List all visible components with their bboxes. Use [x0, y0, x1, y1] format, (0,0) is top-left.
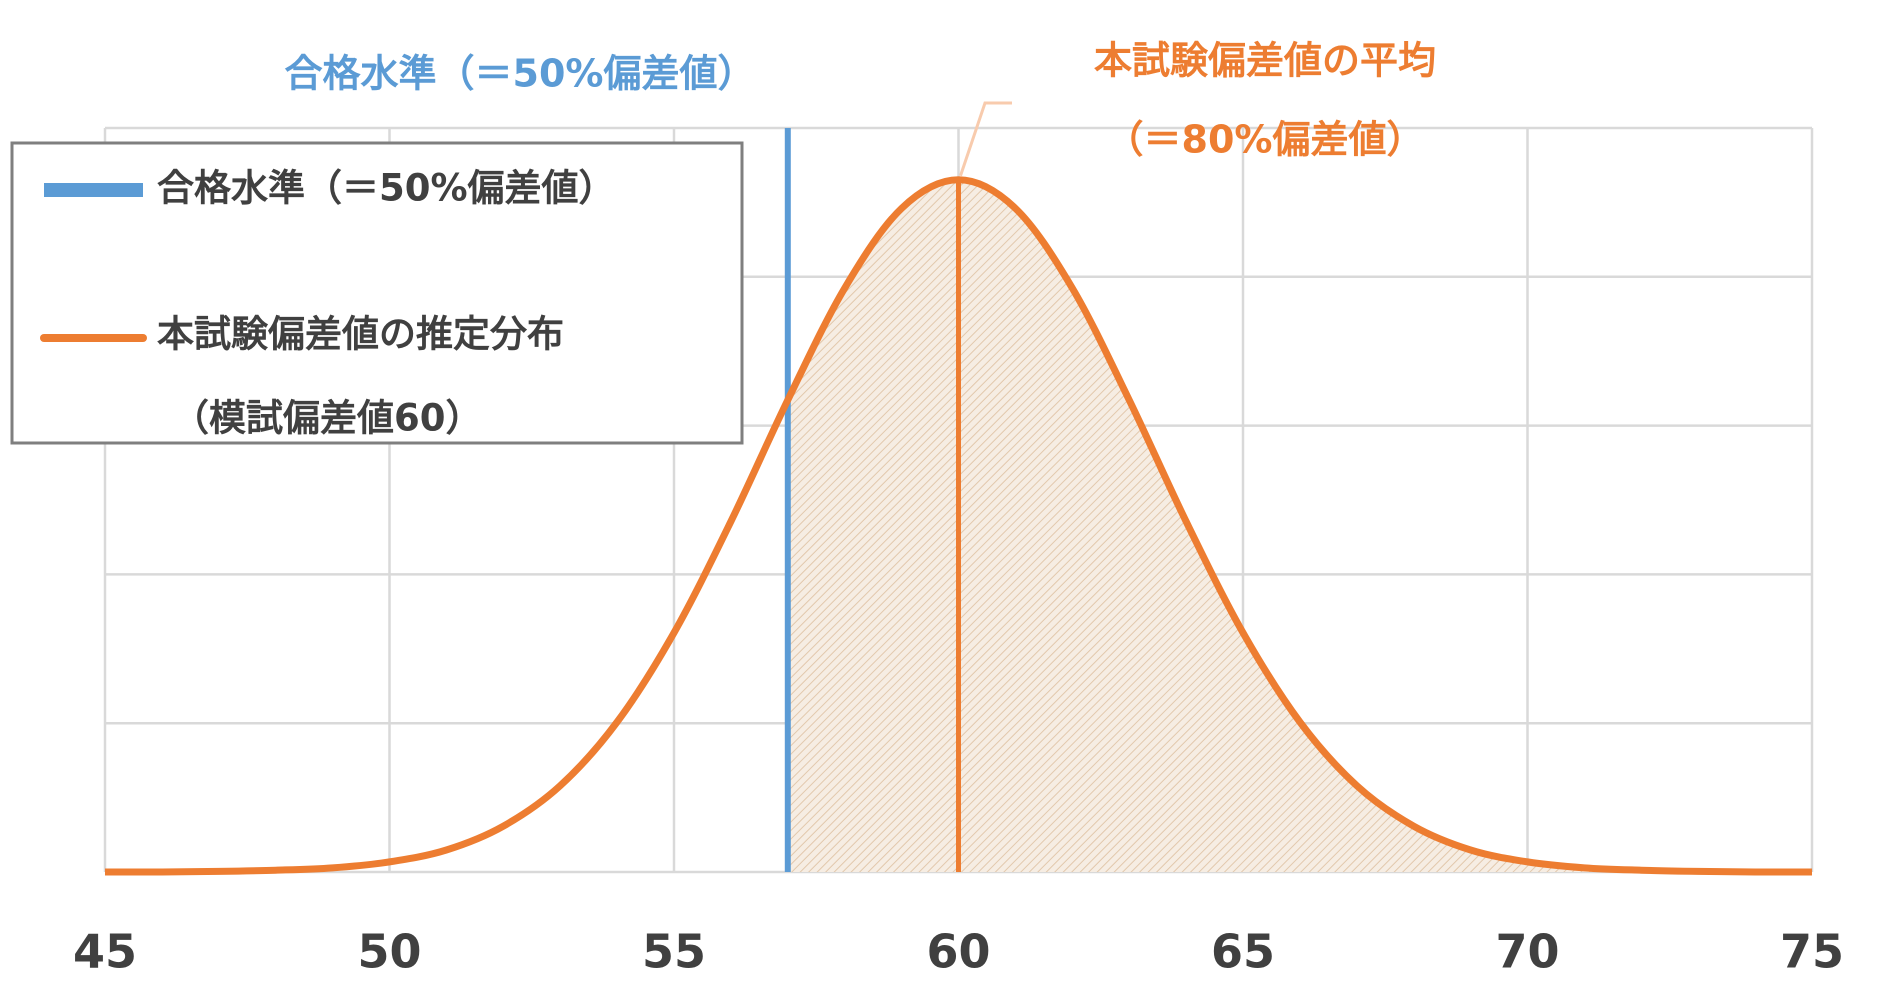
x-tick-label: 70 [1495, 925, 1559, 979]
legend: 合格水準（＝50%偏差値） 本試験偏差値の推定分布 （模試偏差値60） [10, 141, 744, 445]
x-tick-label: 60 [926, 925, 990, 979]
legend-label: （模試偏差値60） [172, 397, 483, 440]
x-tick-label: 55 [642, 925, 706, 979]
legend-label: 本試験偏差値の推定分布 [157, 313, 564, 356]
x-tick-label: 65 [1211, 925, 1275, 979]
legend-label: 合格水準（＝50%偏差値） [157, 167, 616, 210]
x-tick-label: 75 [1780, 925, 1844, 979]
x-tick-label: 50 [357, 925, 421, 979]
leader-line [959, 101, 1012, 177]
shaded-area [787, 179, 1812, 873]
mean-annotation: 本試験偏差値の平均 [1094, 39, 1436, 83]
mean-annotation: （＝80%偏差値） [1106, 118, 1425, 162]
x-tick-label: 45 [73, 925, 137, 979]
reference-annotation: 合格水準（＝50%偏差値） [285, 52, 756, 96]
distribution-line [104, 176, 1813, 876]
